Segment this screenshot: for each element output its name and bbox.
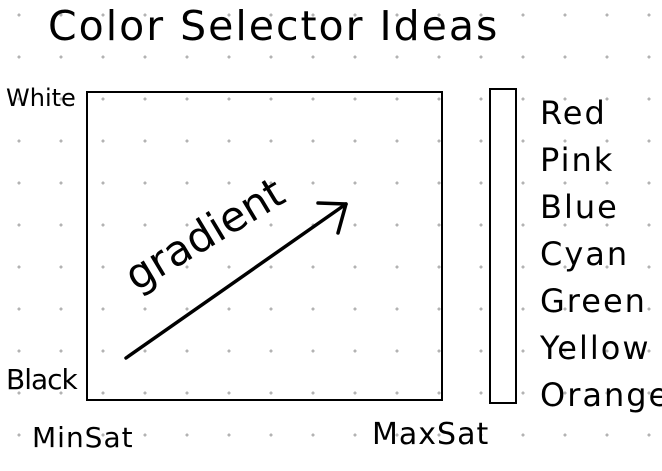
color-option-pink[interactable]: Pink bbox=[540, 141, 615, 179]
label-white: White bbox=[6, 84, 76, 112]
gradient-label: gradient bbox=[116, 167, 293, 300]
color-option-cyan[interactable]: Cyan bbox=[540, 235, 630, 273]
color-option-list: Red Pink Blue Cyan Green Yellow Orange bbox=[540, 94, 662, 423]
color-option-red[interactable]: Red bbox=[540, 94, 607, 132]
label-min-saturation: MinSat bbox=[32, 421, 134, 454]
gradient-arrow-shaft bbox=[124, 202, 348, 360]
color-option-blue[interactable]: Blue bbox=[540, 188, 619, 226]
page-title: Color Selector Ideas bbox=[48, 2, 500, 50]
color-option-orange[interactable]: Orange bbox=[540, 376, 662, 414]
label-black: Black bbox=[6, 363, 78, 396]
color-option-yellow[interactable]: Yellow bbox=[540, 329, 651, 367]
color-option-green[interactable]: Green bbox=[540, 282, 647, 320]
gradient-arrow-head bbox=[316, 201, 348, 235]
hue-strip-slider[interactable] bbox=[489, 88, 517, 404]
saturation-brightness-gradient-box[interactable] bbox=[86, 91, 443, 401]
label-max-saturation: MaxSat bbox=[372, 417, 490, 452]
